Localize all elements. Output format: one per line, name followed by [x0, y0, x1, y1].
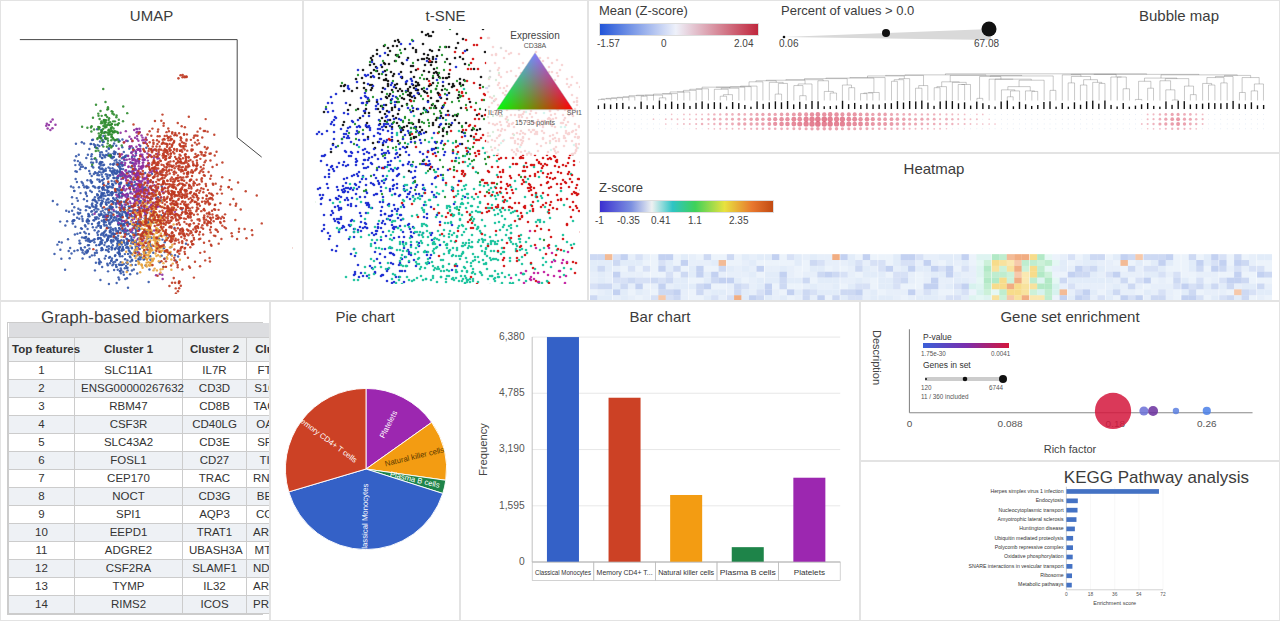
svg-text:Ubiquitin mediated proteolysis: Ubiquitin mediated proteolysis: [994, 535, 1064, 541]
svg-text:Classical Monocytes: Classical Monocytes: [535, 568, 591, 577]
svg-text:Frequency: Frequency: [477, 423, 489, 476]
svg-text:Polycomb repressive complex: Polycomb repressive complex: [995, 544, 1064, 550]
svg-text:Plasma B cells: Plasma B cells: [720, 568, 776, 577]
svg-text:72: 72: [1160, 592, 1166, 597]
svg-text:4,785: 4,785: [499, 387, 525, 398]
svg-text:1,595: 1,595: [499, 500, 525, 511]
svg-text:0: 0: [907, 418, 913, 429]
svg-text:Enrichment score: Enrichment score: [1093, 600, 1136, 606]
svg-text:Natural killer cells: Natural killer cells: [658, 568, 714, 577]
svg-text:Amyotrophic lateral sclerosis: Amyotrophic lateral sclerosis: [998, 516, 1064, 522]
svg-text:0.088: 0.088: [998, 418, 1023, 429]
svg-text:Ribosome: Ribosome: [1040, 572, 1063, 578]
svg-text:36: 36: [1112, 592, 1118, 597]
svg-text:3,190: 3,190: [499, 443, 525, 454]
svg-text:0.26: 0.26: [1197, 418, 1217, 429]
svg-text:Oxidative phosphorylation: Oxidative phosphorylation: [1004, 553, 1064, 559]
svg-text:Nucleocytoplasmic transport: Nucleocytoplasmic transport: [998, 507, 1064, 513]
svg-text:Endocytosis: Endocytosis: [1036, 497, 1064, 503]
svg-text:Memory CD4+ T...: Memory CD4+ T...: [597, 568, 653, 577]
svg-text:Classical Monocytes: Classical Monocytes: [360, 483, 370, 554]
svg-text:SNARE interactions in vesicula: SNARE interactions in vesicular transpor…: [968, 563, 1064, 569]
svg-text:Platelets: Platelets: [794, 568, 825, 577]
svg-text:Herpes simplex virus 1 infecti: Herpes simplex virus 1 infection: [990, 488, 1063, 494]
svg-text:Metabolic pathways: Metabolic pathways: [1018, 581, 1064, 587]
svg-text:0: 0: [1065, 592, 1068, 597]
svg-text:6,380: 6,380: [499, 331, 525, 342]
svg-text:18: 18: [1088, 592, 1094, 597]
svg-text:Huntington disease: Huntington disease: [1019, 525, 1064, 531]
svg-text:0: 0: [519, 556, 525, 567]
svg-text:54: 54: [1136, 592, 1142, 597]
